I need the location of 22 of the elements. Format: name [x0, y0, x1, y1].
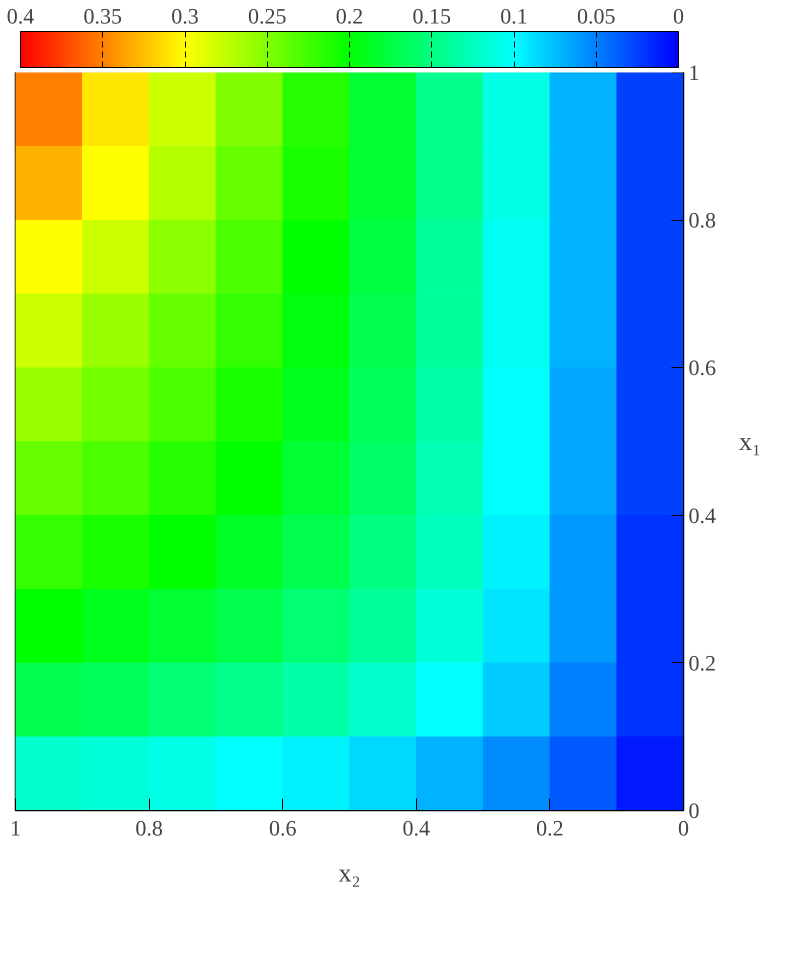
y-axis-title: x₁: [739, 427, 762, 456]
y-tick-label: 0.8: [688, 208, 716, 233]
x-tick-label: 0.8: [135, 816, 163, 840]
y-tick-label: 0.6: [688, 355, 716, 380]
color-bar-label: 0.3: [171, 4, 199, 28]
color-bar-label: 0.25: [248, 4, 286, 28]
y-tick-label: 0: [688, 798, 700, 823]
x-tick-label: 0.6: [268, 816, 296, 840]
color-bar-label: 0.2: [336, 4, 364, 28]
x-tick-label: 1: [10, 816, 21, 840]
y-tick-label: 1: [688, 60, 700, 85]
color-bar-label: 0.1: [500, 4, 528, 28]
x-tick-label: 0.2: [536, 816, 564, 840]
x-axis-title: x₂: [338, 858, 361, 888]
color-bar-label: 0.05: [577, 4, 616, 28]
color-bar-label: 0.15: [412, 4, 451, 28]
y-tick-label: 0.4: [688, 502, 716, 528]
y-tick-label: 0.2: [688, 650, 716, 676]
x-tick-label: 0.4: [402, 816, 430, 840]
color-bar-label: 0.4: [6, 4, 34, 28]
color-bar-label: 0.35: [84, 4, 122, 28]
color-bar-label: 0: [673, 4, 684, 28]
